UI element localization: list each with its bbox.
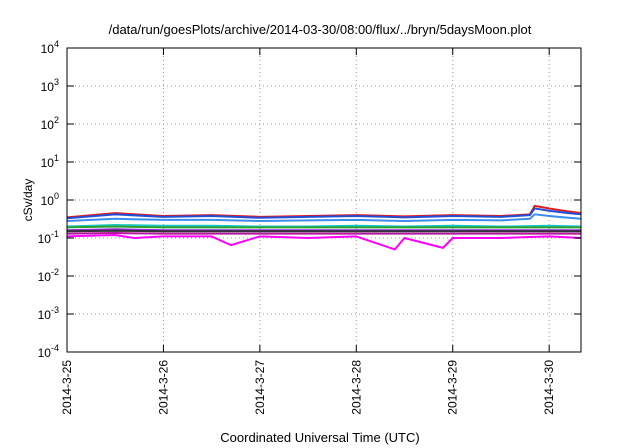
x-tick-label: 2014-3-28: [349, 360, 363, 415]
series-line-1: [66, 207, 582, 220]
y-tick-label: 10-2: [38, 267, 59, 284]
x-tick-label: 2014-3-29: [446, 360, 460, 415]
chart-title: /data/run/goesPlots/archive/2014-03-30/0…: [108, 22, 532, 37]
series-line-4: [66, 225, 581, 229]
x-tick-label: 2014-3-27: [253, 360, 267, 415]
series-line-7: [66, 232, 581, 235]
y-axis-label: cSv/day: [21, 179, 35, 222]
x-tick-label: 2014-3-26: [156, 360, 170, 415]
y-tick-label: 100: [41, 191, 59, 208]
series-line-6: [66, 229, 581, 233]
x-axis-label: Coordinated Universal Time (UTC): [220, 430, 420, 445]
x-tick-label: 2014-3-25: [60, 360, 74, 415]
y-tick-label: 10-1: [38, 229, 59, 246]
y-tick-label: 10-4: [38, 343, 59, 360]
x-tick-label: 2014-3-30: [542, 360, 556, 415]
y-tick-label: 103: [41, 77, 59, 94]
y-tick-label: 101: [41, 153, 59, 170]
y-tick-label: 10-3: [38, 305, 59, 322]
series-line-5: [66, 228, 581, 232]
y-tick-label: 104: [41, 39, 59, 56]
series-line-8: [66, 233, 582, 251]
series-line-2: [66, 213, 582, 223]
y-tick-label: 102: [41, 115, 59, 132]
